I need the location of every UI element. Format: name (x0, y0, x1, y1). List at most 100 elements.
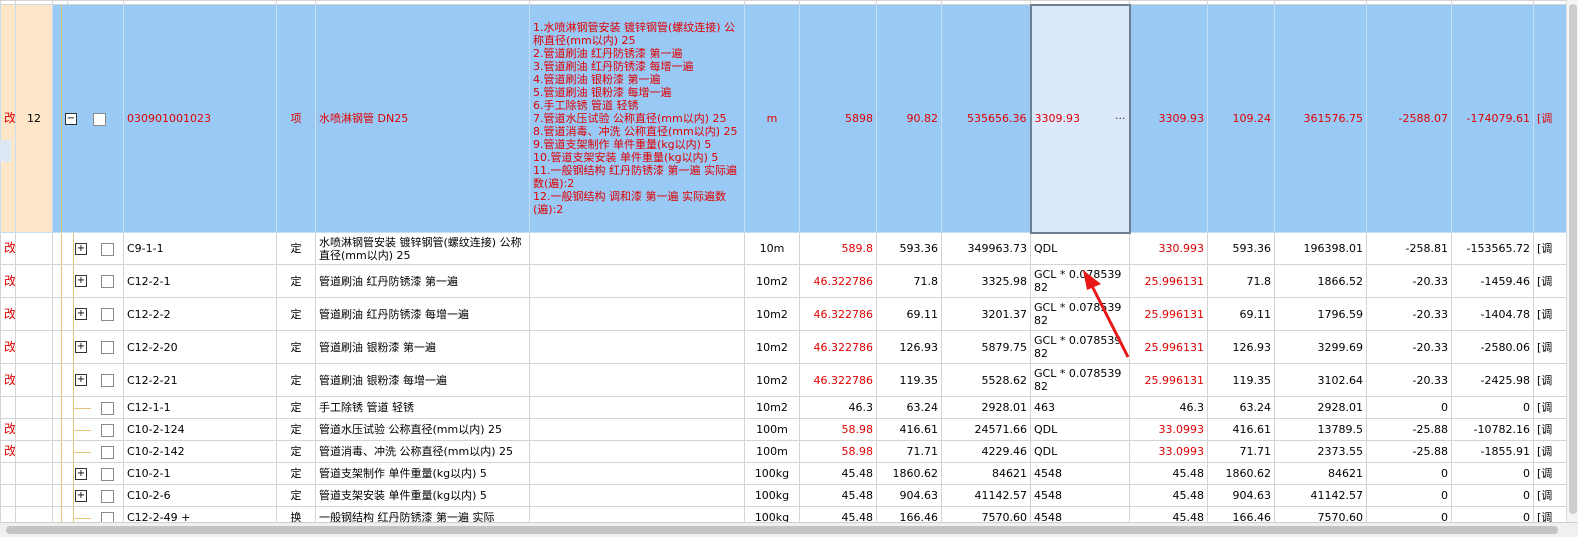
item-qty[interactable]: 46.322786 (800, 298, 877, 331)
item-total2: 41142.57 (1275, 485, 1367, 507)
row-checkbox[interactable] (101, 446, 114, 459)
expand-icon[interactable]: + (75, 275, 87, 287)
collapse-icon[interactable]: − (65, 113, 77, 125)
item-code[interactable]: C10-2-142 (124, 441, 277, 463)
qty-expression[interactable]: GCL * 0.07853982 (1031, 331, 1130, 364)
row-checkbox[interactable] (101, 275, 114, 288)
item-features[interactable] (530, 441, 745, 463)
item-features[interactable] (530, 507, 745, 523)
expand-icon[interactable]: + (75, 243, 87, 255)
row-checkbox[interactable] (101, 374, 114, 387)
item-qty[interactable]: 5898 (800, 5, 877, 233)
item-qty[interactable]: 46.322786 (800, 265, 877, 298)
item-qty[interactable]: 46.3 (800, 397, 877, 419)
qty-expression[interactable]: QDL (1031, 233, 1130, 265)
item-name[interactable]: 管道消毒、冲洗 公称直径(mm以内) 25 (316, 441, 530, 463)
item-code[interactable]: C12-1-1 (124, 397, 277, 419)
item-qty[interactable]: 45.48 (800, 485, 877, 507)
item-qty[interactable]: 589.8 (800, 233, 877, 265)
qty-expression[interactable]: 463 (1031, 397, 1130, 419)
item-qty[interactable]: 45.48 (800, 507, 877, 523)
item-unit: 10m2 (745, 364, 800, 397)
qty-expression[interactable]: QDL (1031, 441, 1130, 463)
item-name[interactable]: 一般钢结构 红丹防锈漆 第一遍 实际 (316, 507, 530, 523)
qty-expression[interactable]: GCL * 0.07853982 (1031, 364, 1130, 397)
row-checkbox[interactable] (101, 468, 114, 481)
item-name[interactable]: 手工除锈 管道 轻锈 (316, 397, 530, 419)
item-features[interactable] (530, 331, 745, 364)
expand-icon[interactable]: + (75, 468, 87, 480)
item-features[interactable] (530, 419, 745, 441)
expand-icon[interactable]: + (75, 341, 87, 353)
qty-expression[interactable]: GCL * 0.07853982 (1031, 298, 1130, 331)
item-code[interactable]: 030901001023 (124, 5, 277, 233)
row-checkbox[interactable] (101, 308, 114, 321)
vertical-scrollbar[interactable] (1566, 0, 1578, 522)
item-name[interactable]: 管道支架制作 单件重量(kg以内) 5 (316, 463, 530, 485)
item-qty2: 33.0993 (1130, 419, 1208, 441)
row-checkbox[interactable] (101, 512, 114, 523)
item-features[interactable] (530, 233, 745, 265)
item-features[interactable] (530, 463, 745, 485)
row-checkbox[interactable] (101, 402, 114, 415)
expand-icon[interactable]: + (75, 374, 87, 386)
expand-icon[interactable]: + (75, 490, 87, 502)
item-qty[interactable]: 46.322786 (800, 331, 877, 364)
row-checkbox[interactable] (101, 243, 114, 256)
item-code[interactable]: C10-2-1 (124, 463, 277, 485)
row-checkbox[interactable] (101, 490, 114, 503)
vertical-scroll-thumb[interactable] (1569, 4, 1577, 514)
qty-expression[interactable]: 4548 (1031, 507, 1130, 523)
horizontal-scrollbar[interactable] (0, 522, 1578, 537)
qty-expression[interactable]: 4548 (1031, 463, 1130, 485)
item-qty[interactable]: 58.98 (800, 441, 877, 463)
expression-more-button[interactable]: ··· (1115, 112, 1126, 125)
item-qty[interactable]: 46.322786 (800, 364, 877, 397)
item-name[interactable]: 管道支架安装 单件重量(kg以内) 5 (316, 485, 530, 507)
qty-expression[interactable]: 4548 (1031, 485, 1130, 507)
qty-expression-editor[interactable]: 3309.93 ··· (1031, 5, 1130, 233)
horizontal-scroll-thumb[interactable] (6, 526, 1558, 534)
item-features[interactable] (530, 485, 745, 507)
row-checkbox[interactable] (93, 113, 106, 126)
item-name[interactable]: 管道刷油 银粉漆 每增一遍 (316, 364, 530, 397)
item-code[interactable]: C12-2-20 (124, 331, 277, 364)
item-name[interactable]: 管道水压试验 公称直径(mm以内) 25 (316, 419, 530, 441)
item-name[interactable]: 水喷淋钢管安装 镀锌钢管(螺纹连接) 公称直径(mm以内) 25 (316, 233, 530, 265)
qty-expression[interactable]: GCL * 0.07853982 (1031, 265, 1130, 298)
table-row-main[interactable]: 改 12 − 030901001023 项 水喷淋钢管 DN25 1.水喷淋钢管… (1, 5, 1578, 233)
item-code[interactable]: C9-1-1 (124, 233, 277, 265)
item-features[interactable] (530, 298, 745, 331)
item-name[interactable]: 管道刷油 红丹防锈漆 第一遍 (316, 265, 530, 298)
row-checkbox[interactable] (101, 424, 114, 437)
item-code[interactable]: C12-2-49 + (124, 507, 277, 523)
item-qty[interactable]: 58.98 (800, 419, 877, 441)
item-code[interactable]: C10-2-124 (124, 419, 277, 441)
item-name[interactable]: 水喷淋钢管 DN25 (316, 5, 530, 233)
qty-expression[interactable]: QDL (1031, 419, 1130, 441)
item-code[interactable]: C12-2-2 (124, 298, 277, 331)
item-features[interactable] (530, 364, 745, 397)
expand-icon[interactable]: + (75, 308, 87, 320)
item-features[interactable] (530, 265, 745, 298)
item-features[interactable] (530, 397, 745, 419)
item-name[interactable]: 管道刷油 红丹防锈漆 每增一遍 (316, 298, 530, 331)
row-checkbox[interactable] (101, 341, 114, 354)
item-name[interactable]: 管道刷油 银粉漆 第一遍 (316, 331, 530, 364)
item-code[interactable]: C12-2-21 (124, 364, 277, 397)
item-code[interactable]: C12-2-1 (124, 265, 277, 298)
item-qty[interactable]: 45.48 (800, 463, 877, 485)
item-code[interactable]: C10-2-6 (124, 485, 277, 507)
